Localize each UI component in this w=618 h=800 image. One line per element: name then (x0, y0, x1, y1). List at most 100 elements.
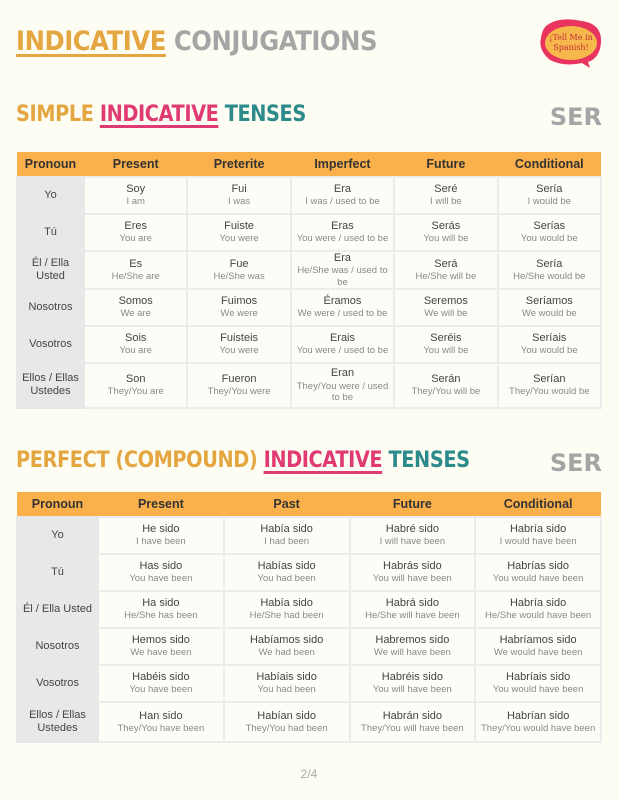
english-translation: You have been (129, 573, 193, 585)
spanish-form: He sido (142, 523, 180, 536)
table-row: Yo He sido I have been Había sido I had been… (16, 516, 602, 555)
conjugation-cell: Habríamos sido We would have been (474, 627, 602, 666)
spanish-form: Había sido (260, 597, 313, 610)
spanish-form: Habríamos sido (499, 634, 577, 647)
spanish-form: Sería (536, 183, 563, 196)
table-row: Él / Ella Usted Es He/She are Fue He/She was… (16, 250, 603, 290)
english-translation: He/She would have been (485, 610, 592, 622)
column-header: Present (98, 492, 224, 517)
conjugation-cell: Sois You are (82, 324, 189, 364)
english-translation: You would be (520, 233, 578, 245)
english-translation: We will have been (373, 647, 451, 659)
pronoun-cell: Yo (16, 516, 99, 555)
spanish-form: Habíais sido (256, 671, 317, 684)
conjugation-cell: Habrás sido You will have been (348, 553, 477, 592)
english-translation: We would have been (493, 647, 583, 659)
conjugation-cell: Es He/She are (82, 250, 189, 290)
spanish-form: Habéis sido (132, 671, 190, 684)
svg-text:Spanish!: Spanish! (553, 43, 589, 52)
spanish-form: Eran (330, 367, 355, 380)
table-row: Vosotros Sois You are Fuisteis You were Erais… (16, 324, 603, 364)
spanish-form: Eres (124, 220, 147, 233)
spanish-form: Serás (431, 220, 461, 233)
english-translation: I will be (430, 196, 462, 208)
spanish-form: Soy (126, 183, 146, 196)
conjugation-cell: Seré I will be (393, 176, 499, 215)
spanish-form: Seríamos (525, 295, 573, 308)
simple-tenses-table: Pronoun Present Preterite Imperfect Future Co… (16, 152, 603, 409)
conjugation-cell: Habíais sido You had been (222, 664, 351, 703)
conjugation-cell: Será He/She will be (393, 250, 499, 290)
spanish-form: Somos (118, 295, 153, 308)
english-translation: You are (119, 233, 152, 245)
verb-label: SER (549, 103, 602, 131)
spanish-form: Habría sido (509, 523, 567, 536)
english-translation: They/You were / used to be (296, 380, 389, 404)
english-translation: They/You would be (509, 386, 590, 398)
column-header: Past (223, 492, 350, 517)
spanish-form: Serías (533, 220, 566, 233)
english-translation: He/She would be (513, 270, 586, 282)
spanish-form: Has sido (139, 560, 183, 573)
english-translation: You had been (257, 573, 316, 585)
conjugation-cell: Son They/You are (82, 361, 189, 409)
english-translation: They/You will be (411, 386, 481, 398)
spanish-form: Habría sido (509, 597, 567, 610)
english-translation: He/She will be (415, 270, 477, 282)
conjugation-cell: Habéis sido You have been (97, 664, 225, 703)
english-translation: I will have been (379, 536, 446, 548)
conjugation-cell: Erais You were / used to be (289, 324, 396, 364)
conjugation-cell: Eran They/You were / used to be (289, 361, 396, 409)
conjugation-cell: Has sido You have been (97, 553, 225, 592)
conjugation-cell: Hemos sido We have been (97, 627, 225, 666)
table-row: Nosotros Somos We are Fuimos We were Éramos We… (16, 287, 603, 327)
english-translation: You were / used to be (296, 233, 389, 245)
conjugation-cell: Habrán sido They/You will have been (348, 701, 477, 743)
conjugation-cell: Somos We are (82, 287, 189, 327)
english-translation: I would be (527, 196, 571, 208)
conjugation-cell: Fui I was (186, 176, 292, 215)
pronoun-cell: Ellos / Ellas Ustedes (16, 701, 99, 743)
spanish-form: Era (333, 183, 352, 196)
english-translation: We are (120, 308, 151, 320)
column-header: Pronoun (17, 152, 84, 177)
spanish-form: Fuiste (224, 220, 255, 233)
table-row: Ellos / Ellas Ustedes Son They/You are Fuer… (16, 361, 603, 409)
table-row: Yo Soy I am Fui I was Era I was / used to be Se… (16, 176, 603, 215)
english-translation: They/You have been (117, 722, 205, 734)
spanish-form: Era (333, 252, 352, 264)
english-translation: I had been (264, 536, 310, 548)
header-row: Pronoun Present Preterite Imperfect Future Co… (17, 152, 601, 177)
spanish-form: Fuisteis (220, 332, 259, 345)
conjugation-cell: Fuiste You were (186, 213, 292, 252)
conjugation-cell: Era I was / used to be (289, 176, 396, 215)
conjugation-cell: Soy I am (82, 176, 189, 215)
conjugation-cell: Serías You would be (496, 213, 603, 252)
svg-text:¡Tell Me in: ¡Tell Me in (549, 33, 593, 42)
column-header: Conditional (497, 152, 601, 177)
conjugation-cell: Había sido He/She had been (222, 590, 351, 629)
column-header: Future (394, 152, 498, 177)
spanish-form: Habríais sido (506, 671, 571, 684)
english-translation: They/You would have been (480, 722, 596, 734)
spanish-form: Es (129, 257, 143, 270)
pronoun-cell: Tú (16, 213, 85, 252)
conjugation-cell: Fuimos We were (186, 287, 292, 327)
english-translation: He/She was / used to be (297, 265, 388, 288)
conjugation-cell: Éramos We were / used to be (289, 287, 396, 327)
english-translation: You are (119, 345, 152, 357)
conjugation-cell: Habríais sido You would have been (474, 664, 602, 703)
english-translation: We had been (258, 647, 315, 659)
conjugation-cell: Seréis You will be (393, 324, 499, 364)
spanish-form: Habrás sido (383, 560, 442, 573)
spanish-form: Habían sido (257, 709, 316, 722)
spanish-form: Habrá sido (385, 597, 439, 610)
conjugation-cell: Habré sido I will have been (348, 516, 477, 555)
spanish-form: Seréis (430, 332, 462, 345)
english-translation: You were (219, 345, 259, 357)
conjugation-cell: Era He/She was / used to be (289, 250, 396, 290)
conjugation-cell: Habría sido I would have been (474, 516, 602, 555)
english-translation: You would be (520, 345, 578, 357)
english-translation: You were (219, 233, 259, 245)
table-row: Nosotros Hemos sido We have been Habíamos s… (16, 627, 602, 666)
